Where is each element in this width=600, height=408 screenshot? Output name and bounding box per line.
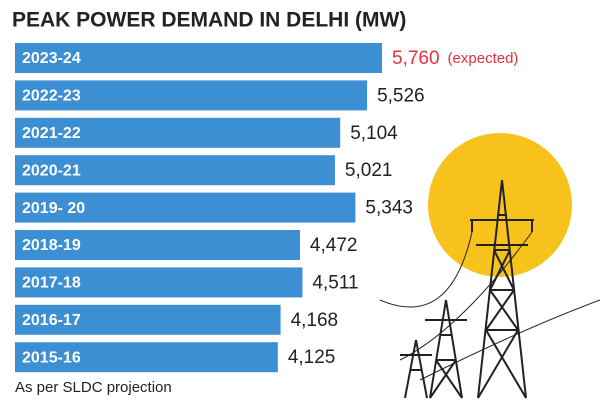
value-label: 5,343 bbox=[365, 198, 413, 219]
bar bbox=[15, 155, 335, 186]
value-label: 4,511 bbox=[312, 272, 358, 293]
bar bbox=[15, 342, 278, 373]
wires bbox=[379, 231, 600, 381]
value-label: 4,125 bbox=[288, 347, 336, 368]
category-label: 2017-18 bbox=[22, 275, 81, 292]
category-label: 2016-17 bbox=[22, 312, 81, 329]
value-label: 5,104 bbox=[350, 123, 398, 144]
bar bbox=[15, 43, 382, 73]
category-label: 2022-23 bbox=[22, 88, 81, 105]
bar bbox=[15, 117, 341, 148]
pylon bbox=[425, 299, 467, 399]
category-label: 2015-16 bbox=[22, 349, 81, 366]
category-label: 2019- 20 bbox=[22, 200, 85, 217]
annotation: (expected) bbox=[448, 50, 519, 67]
value-label: 4,472 bbox=[310, 235, 358, 256]
bar bbox=[15, 230, 300, 260]
illustration bbox=[379, 133, 600, 399]
footnote: As per SLDC projection bbox=[15, 379, 172, 396]
value-label: 5,021 bbox=[345, 160, 393, 181]
bar bbox=[15, 192, 356, 223]
category-label: 2020-21 bbox=[22, 162, 81, 179]
category-label: 2023-24 bbox=[22, 50, 81, 67]
bar bbox=[15, 304, 281, 335]
value-label: 5,526 bbox=[377, 85, 425, 106]
value-label: 5,760 bbox=[392, 48, 440, 69]
value-label: 4,168 bbox=[291, 310, 339, 331]
chart-title: PEAK POWER DEMAND IN DELHI (MW) bbox=[12, 9, 406, 32]
category-label: 2018-19 bbox=[22, 237, 81, 254]
bar bbox=[15, 80, 368, 111]
pylon bbox=[400, 339, 432, 399]
pylon bbox=[470, 179, 534, 399]
category-label: 2021-22 bbox=[22, 125, 81, 142]
bar bbox=[15, 267, 303, 298]
